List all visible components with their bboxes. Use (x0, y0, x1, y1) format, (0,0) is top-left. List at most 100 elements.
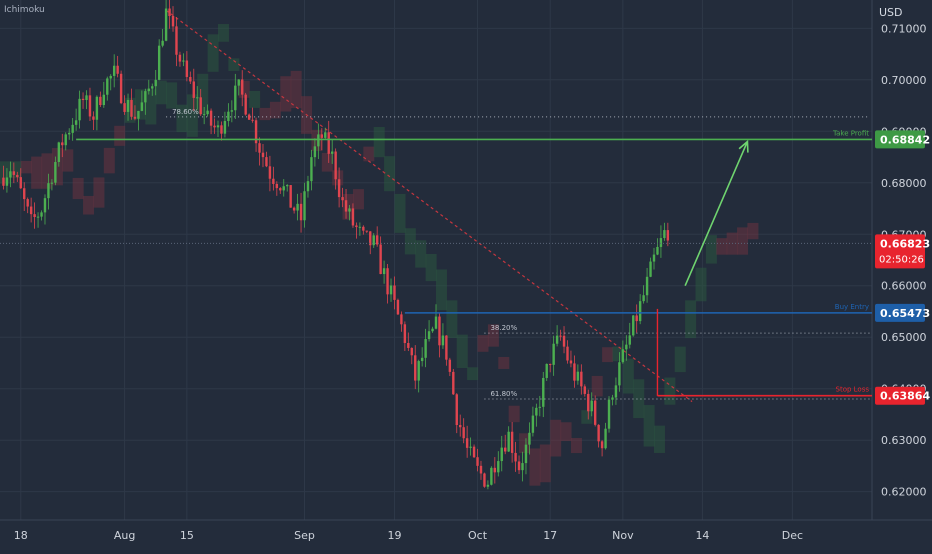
candle-body (220, 125, 223, 134)
cloud-segment (519, 433, 531, 454)
candle-body (29, 206, 33, 215)
candle-body (348, 208, 351, 212)
candle-body (417, 361, 420, 381)
candle-body (448, 359, 452, 372)
candle-body (185, 60, 189, 77)
candle-body (327, 132, 330, 154)
price-tag-value: 0.63864 (880, 390, 930, 403)
candle-body (535, 407, 538, 416)
candle-body (576, 371, 580, 381)
cloud-segment (62, 149, 74, 172)
candle-body (133, 116, 137, 119)
cloud-segment (570, 437, 582, 454)
candle-body (140, 102, 144, 111)
cloud-segment (394, 193, 406, 233)
current-price-value: 0.66823 (880, 237, 930, 250)
fib-label: 61.80% (490, 390, 517, 398)
candle-body (213, 125, 216, 128)
cloud-segment (269, 101, 281, 119)
candle-body (71, 124, 74, 133)
cloud-segment (218, 24, 229, 42)
cloud-segment (10, 161, 22, 179)
candle-body (445, 335, 448, 360)
cloud-segment (176, 104, 188, 133)
fib-label: 78.60% (172, 108, 199, 116)
candle-body (479, 465, 483, 474)
cloud-segment (321, 152, 333, 172)
candle-body (386, 268, 389, 295)
candle-body (279, 188, 282, 191)
y-tick-label: 0.70000 (881, 74, 927, 87)
x-tick-label: 14 (695, 529, 709, 542)
current-price-tag (875, 234, 925, 269)
currency-label: USD (879, 6, 903, 19)
candle-body (106, 78, 109, 95)
candle-body (241, 79, 244, 95)
cloud-segment (674, 346, 686, 373)
candle-body (272, 178, 275, 184)
candle-body (289, 185, 292, 208)
candle-body (164, 8, 168, 41)
price-tags: 0.68842 0.65473 0.63864 0.66823 02:50:26 (875, 130, 930, 405)
candle-body (358, 226, 362, 228)
candle-body (16, 174, 19, 178)
candle-body (355, 225, 358, 228)
x-tick-label: Sep (294, 529, 315, 542)
candle-body (431, 328, 434, 332)
candle-body (189, 76, 192, 82)
candle-body (621, 349, 625, 363)
cloud-segment (228, 58, 240, 71)
candle-body (625, 344, 628, 350)
candle-body (68, 132, 71, 135)
candle-body (566, 346, 569, 361)
level-label: Buy Entry (835, 303, 869, 311)
candle-body (587, 393, 590, 412)
candle-body (590, 400, 593, 412)
candle-body (507, 431, 510, 452)
candle-body (628, 335, 631, 345)
candle-body (452, 371, 455, 395)
candle-body (64, 134, 67, 146)
candle-body (638, 301, 642, 322)
cloud-segment (72, 177, 84, 200)
x-tick-label: Aug (114, 529, 135, 542)
candle-body (465, 438, 469, 448)
cloud-segment (290, 70, 302, 109)
candle-body (303, 191, 306, 221)
price-tag (875, 386, 925, 405)
cloud-segment (41, 153, 53, 189)
candle-body (497, 461, 500, 473)
candle-body (258, 143, 261, 153)
cloud-segment (456, 334, 468, 369)
cloud-segment (612, 346, 624, 362)
candle-body (182, 60, 185, 62)
candle-body (635, 315, 638, 322)
cloud-segment (685, 300, 697, 339)
candle-body (441, 335, 445, 346)
candle-body (632, 315, 635, 336)
cloud-segment (51, 148, 63, 186)
candle-body (375, 235, 379, 245)
candle-body (611, 397, 614, 400)
candle-body (234, 85, 237, 111)
candle-body (209, 110, 213, 126)
cloud-segment (664, 377, 676, 405)
cloud-segment (373, 127, 385, 158)
candle-body (351, 208, 355, 226)
cloud-segment (529, 448, 541, 486)
candle-body (74, 120, 78, 125)
candle-body (123, 103, 126, 112)
cloud-segment (114, 125, 126, 146)
x-tick-label: Oct (468, 529, 488, 542)
candle-body (296, 203, 299, 211)
candle-body (126, 99, 130, 112)
cloud-segment (238, 80, 250, 98)
candle-body (144, 91, 147, 103)
cloud-segment (436, 269, 447, 311)
candle-body (254, 120, 258, 144)
trendline (165, 9, 693, 403)
cloud-segment (103, 147, 115, 174)
candle-body (92, 116, 95, 120)
candle-body (330, 151, 334, 154)
cloud-segment (705, 235, 717, 264)
